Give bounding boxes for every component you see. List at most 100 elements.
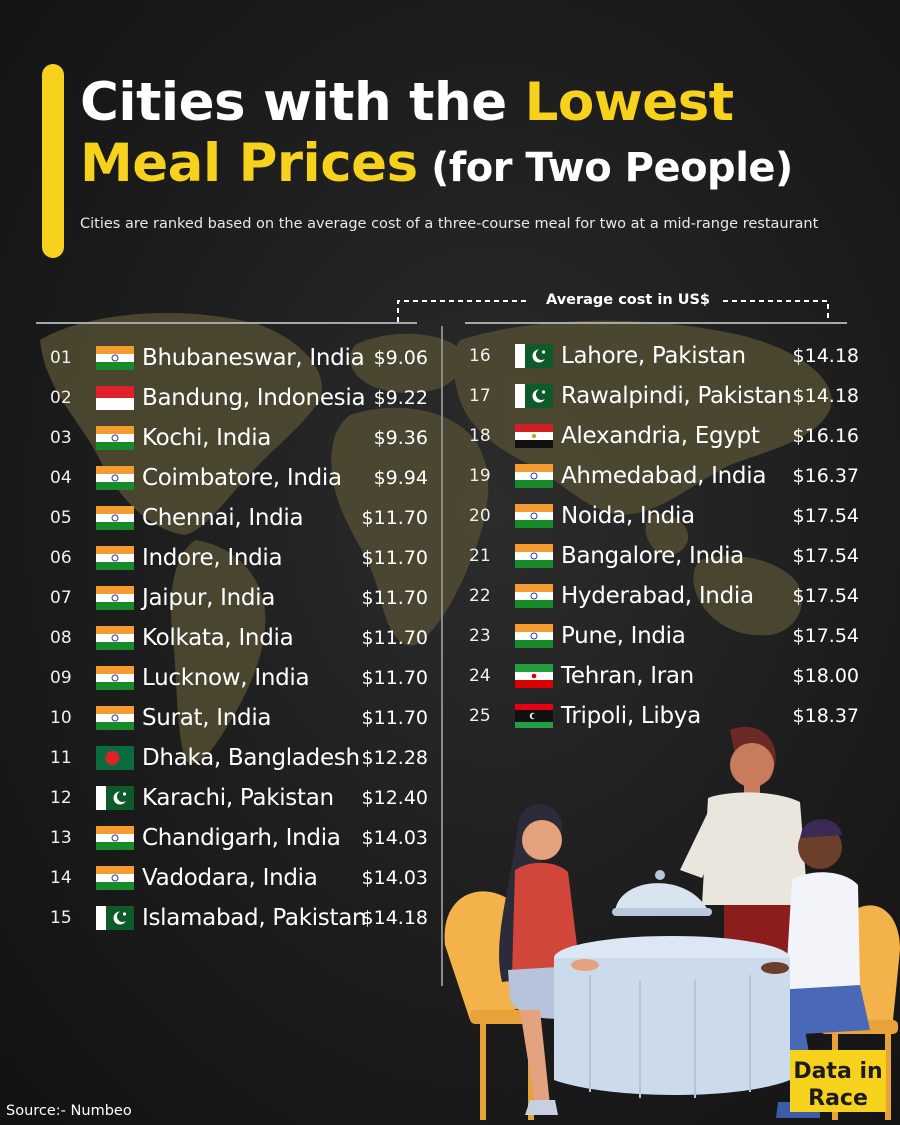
- table-row: 12 Karachi, Pakistan $12.40: [50, 778, 428, 818]
- table-row: 13 Chandigarh, India $14.03: [50, 818, 428, 858]
- table-row: 20 Noida, India $17.54: [469, 496, 859, 536]
- pakistan-flag-icon: [96, 906, 134, 930]
- page-title: Cities with the Lowest Meal Prices (for …: [80, 74, 793, 192]
- table-row: 03 Kochi, India $9.36: [50, 418, 428, 458]
- rank-label: 08: [50, 628, 72, 648]
- table-row: 06 Indore, India $11.70: [50, 538, 428, 578]
- left-column-rule: [36, 322, 417, 324]
- india-flag-icon: [96, 826, 134, 850]
- city-name: Kolkata, India: [142, 625, 294, 651]
- price-value: $11.70: [361, 707, 428, 729]
- table-row: 08 Kolkata, India $11.70: [50, 618, 428, 658]
- india-flag-icon: [96, 666, 134, 690]
- city-name: Dhaka, Bangladesh: [142, 745, 360, 771]
- title-line1-highlight: Lowest: [524, 72, 734, 133]
- rank-label: 25: [469, 706, 491, 726]
- pakistan-flag-icon: [96, 786, 134, 810]
- egypt-flag-icon: [515, 424, 553, 448]
- price-value: $11.70: [361, 667, 428, 689]
- price-value: $16.37: [792, 465, 859, 487]
- iran-flag-icon: [515, 664, 553, 688]
- table-row: 11 Dhaka, Bangladesh $12.28: [50, 738, 428, 778]
- pakistan-flag-icon: [515, 384, 553, 408]
- title-line2-highlight: Meal Prices: [80, 133, 418, 195]
- city-name: Bangalore, India: [561, 543, 744, 569]
- price-value: $17.54: [792, 625, 859, 647]
- rank-label: 23: [469, 626, 491, 646]
- price-value: $14.03: [361, 827, 428, 849]
- rank-label: 12: [50, 788, 72, 808]
- table-row: 05 Chennai, India $11.70: [50, 498, 428, 538]
- source-note: Source:- Numbeo: [6, 1103, 132, 1119]
- table-row: 14 Vadodara, India $14.03: [50, 858, 428, 898]
- price-value: $9.36: [373, 427, 428, 449]
- table-row: 15 Islamabad, Pakistan $14.18: [50, 898, 428, 938]
- svg-text:Race: Race: [808, 1086, 868, 1111]
- table-row: 21 Bangalore, India $17.54: [469, 536, 859, 576]
- price-value: $9.94: [373, 467, 428, 489]
- pakistan-flag-icon: [515, 344, 553, 368]
- city-name: Lahore, Pakistan: [561, 343, 746, 369]
- price-value: $12.28: [361, 747, 428, 769]
- price-value: $14.03: [361, 867, 428, 889]
- price-value: $14.18: [792, 345, 859, 367]
- svg-text:Data in: Data in: [793, 1059, 882, 1084]
- rank-label: 03: [50, 428, 72, 448]
- price-value: $9.22: [373, 387, 428, 409]
- rank-label: 04: [50, 468, 72, 488]
- table-row: 07 Jaipur, India $11.70: [50, 578, 428, 618]
- table-row: 24 Tehran, Iran $18.00: [469, 656, 859, 696]
- city-name: Kochi, India: [142, 425, 272, 451]
- price-value: $18.37: [792, 705, 859, 727]
- restaurant-illustration: Data in Race: [444, 726, 900, 1120]
- rank-label: 14: [50, 868, 72, 888]
- city-name: Coimbatore, India: [142, 465, 342, 491]
- table-row: 18 Alexandria, Egypt $16.16: [469, 416, 859, 456]
- india-flag-icon: [515, 464, 553, 488]
- rank-label: 24: [469, 666, 491, 686]
- table-row: 09 Lucknow, India $11.70: [50, 658, 428, 698]
- city-name: Islamabad, Pakistan: [142, 905, 367, 931]
- india-flag-icon: [515, 584, 553, 608]
- city-name: Bhubaneswar, India: [142, 345, 365, 371]
- table-row: 19 Ahmedabad, India $16.37: [469, 456, 859, 496]
- rank-label: 10: [50, 708, 72, 728]
- city-name: Tehran, Iran: [561, 663, 694, 689]
- rank-label: 19: [469, 466, 491, 486]
- city-name: Karachi, Pakistan: [142, 785, 334, 811]
- city-name: Chandigarh, India: [142, 825, 341, 851]
- india-flag-icon: [96, 426, 134, 450]
- rank-label: 01: [50, 348, 72, 368]
- right-column-rule: [465, 322, 847, 324]
- subtitle: Cities are ranked based on the average c…: [80, 216, 819, 232]
- india-flag-icon: [515, 544, 553, 568]
- city-name: Rawalpindi, Pakistan: [561, 383, 792, 409]
- column-divider: [441, 326, 443, 986]
- rank-label: 22: [469, 586, 491, 606]
- legend-label: Average cost in US$: [546, 292, 711, 308]
- price-value: $16.16: [792, 425, 859, 447]
- price-value: $14.18: [361, 907, 428, 929]
- title-line1-plain: Cities with the: [80, 72, 525, 133]
- title-line2-plain: (for Two People): [417, 145, 793, 192]
- india-flag-icon: [515, 624, 553, 648]
- rank-label: 17: [469, 386, 491, 406]
- rank-label: 20: [469, 506, 491, 526]
- table-row: 25 Tripoli, Libya $18.37: [469, 696, 859, 736]
- city-name: Bandung, Indonesia: [142, 385, 366, 411]
- table-row: 10 Surat, India $11.70: [50, 698, 428, 738]
- india-flag-icon: [96, 346, 134, 370]
- rank-label: 16: [469, 346, 491, 366]
- table-row: 02 Bandung, Indonesia $9.22: [50, 378, 428, 418]
- city-name: Ahmedabad, India: [561, 463, 767, 489]
- city-name: Surat, India: [142, 705, 272, 731]
- rank-label: 11: [50, 748, 72, 768]
- table-row: 23 Pune, India $17.54: [469, 616, 859, 656]
- city-name: Noida, India: [561, 503, 695, 529]
- rank-label: 13: [50, 828, 72, 848]
- price-value: $11.70: [361, 547, 428, 569]
- table-row: 01 Bhubaneswar, India $9.06: [50, 338, 428, 378]
- city-name: Jaipur, India: [142, 585, 276, 611]
- price-value: $17.54: [792, 505, 859, 527]
- bangladesh-flag-icon: [96, 746, 134, 770]
